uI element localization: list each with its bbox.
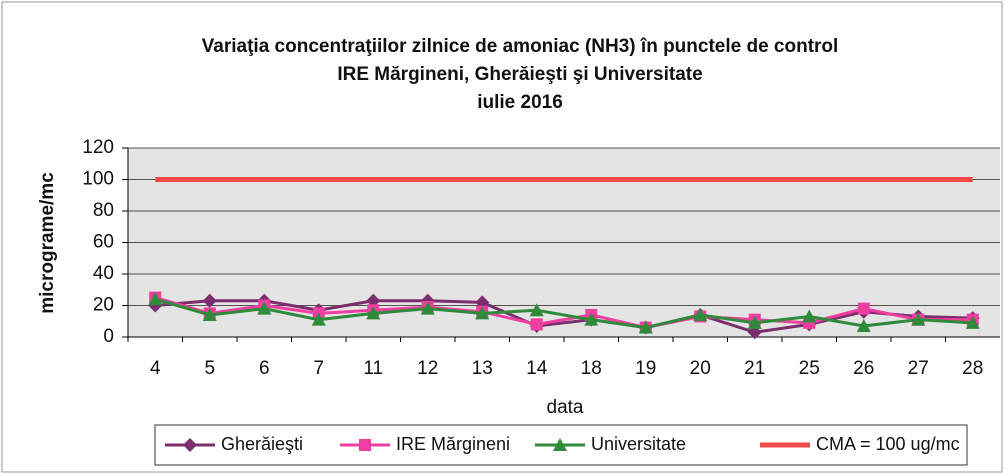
y-tick-label: 40 <box>93 263 114 284</box>
marker <box>693 307 708 321</box>
x-tick-label: 6 <box>259 358 270 379</box>
x-tick-label: 11 <box>363 358 383 379</box>
chart-title: Variaţia concentraţiilor zilnice de amon… <box>202 36 839 57</box>
marker <box>529 303 544 317</box>
marker <box>202 307 217 321</box>
series-line <box>154 296 973 330</box>
marker <box>475 306 490 320</box>
series-line <box>155 299 973 334</box>
marker <box>747 315 762 329</box>
chart-title: iulie 2016 <box>477 92 563 113</box>
marker <box>965 315 980 329</box>
x-tick-label: 26 <box>853 358 874 379</box>
legend-label: Gherăieşti <box>221 434 303 454</box>
marker <box>553 438 567 451</box>
y-tick-label: 120 <box>82 137 114 158</box>
y-tick-label: 60 <box>93 232 114 253</box>
x-tick-label: 27 <box>908 358 929 379</box>
marker <box>802 309 817 323</box>
marker <box>257 301 272 315</box>
x-tick-label: 20 <box>690 358 711 379</box>
marker <box>856 318 871 332</box>
marker <box>530 318 543 331</box>
x-tick-label: 5 <box>204 358 215 379</box>
marker <box>148 292 163 306</box>
chart-title: IRE Mărgineni, Gherăieşti şi Universitat… <box>337 64 702 85</box>
marker <box>420 301 435 315</box>
y-tick-label: 0 <box>103 326 114 347</box>
x-axis-label: data <box>547 397 584 418</box>
marker <box>359 439 371 451</box>
x-tick-label: 14 <box>526 358 548 379</box>
x-tick-label: 28 <box>962 358 983 379</box>
series-line <box>154 297 973 330</box>
legend-label: IRE Mărgineni <box>396 434 510 454</box>
legend-label: CMA = 100 ug/mc <box>816 434 960 454</box>
y-axis-label: micrograme/mc <box>37 172 58 314</box>
y-tick-label: 20 <box>93 295 114 316</box>
x-tick-label: 7 <box>313 358 324 379</box>
x-tick-label: 21 <box>744 358 765 379</box>
x-tick-label: 13 <box>472 358 493 379</box>
marker <box>366 306 381 320</box>
marker <box>311 312 326 326</box>
x-tick-label: 18 <box>581 358 602 379</box>
y-tick-label: 80 <box>93 200 114 221</box>
legend-label: Universitate <box>591 434 686 454</box>
marker <box>911 312 926 326</box>
x-tick-label: 25 <box>799 358 820 379</box>
marker <box>183 438 197 452</box>
marker <box>857 302 870 315</box>
marker <box>584 312 599 326</box>
y-tick-label: 100 <box>82 169 114 190</box>
x-tick-label: 4 <box>150 358 161 379</box>
marker <box>638 320 653 334</box>
x-tick-label: 19 <box>635 358 656 379</box>
x-tick-label: 12 <box>417 358 438 379</box>
marker <box>202 293 217 308</box>
